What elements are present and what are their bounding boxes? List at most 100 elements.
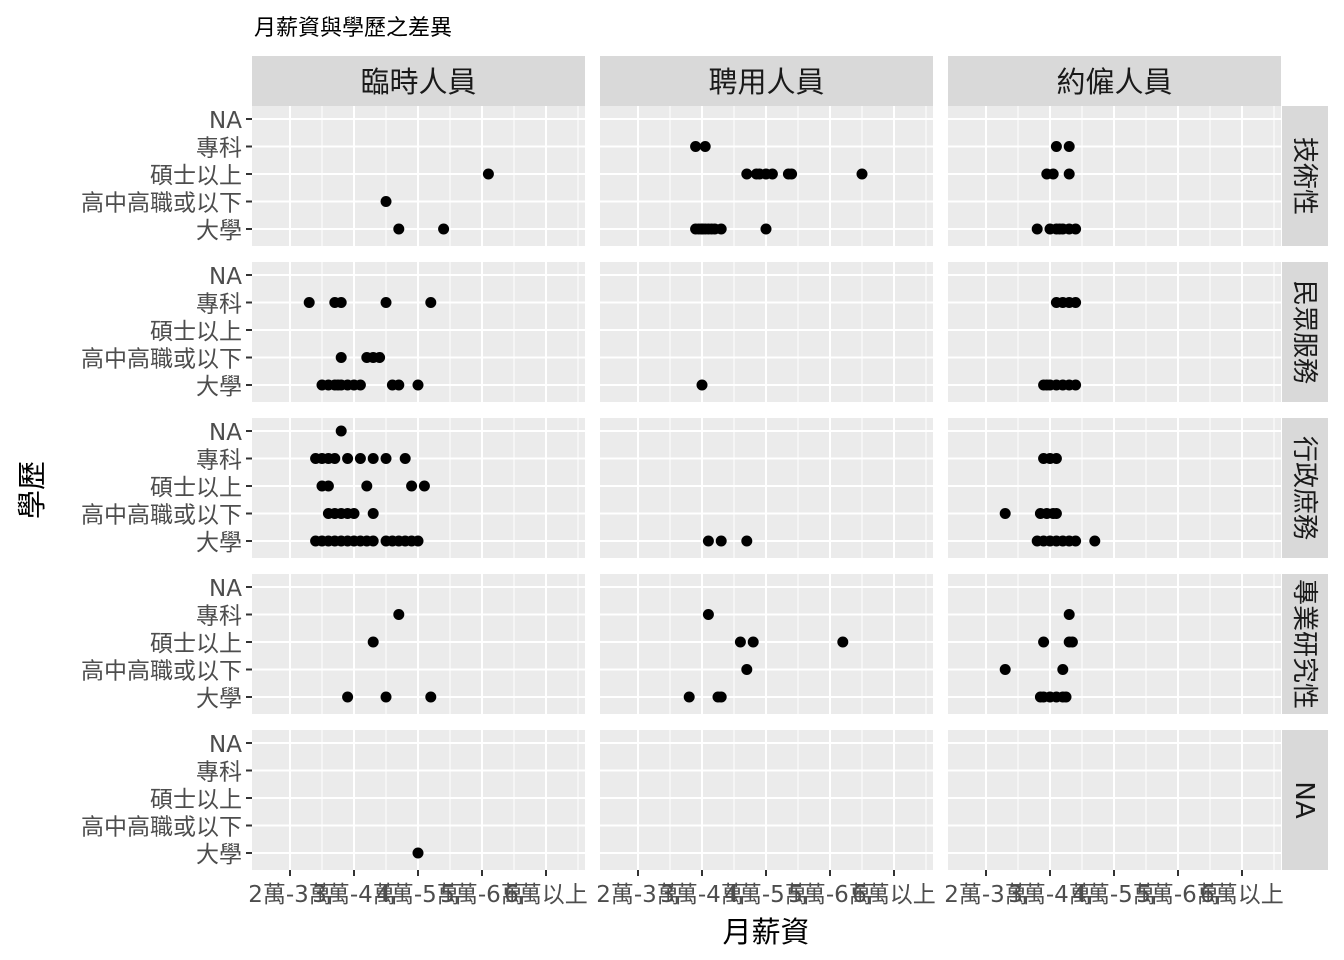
- row-strip-label: 專業研究性: [1289, 579, 1319, 709]
- x-tick-label: 2萬-3萬: [596, 882, 680, 908]
- data-point: [683, 691, 695, 703]
- data-point: [342, 508, 354, 519]
- y-tick-label: 大學: [196, 530, 242, 556]
- data-point: [1041, 168, 1053, 180]
- x-tick-label: 5萬-6萬: [788, 882, 872, 908]
- data-point: [1041, 379, 1053, 391]
- data-point: [412, 847, 424, 859]
- x-tick-label: 6萬以上: [1200, 882, 1284, 908]
- data-point: [332, 379, 344, 391]
- data-point: [393, 609, 405, 620]
- data-point: [760, 168, 772, 180]
- data-point: [418, 480, 430, 492]
- y-tick-label: 碩士以上: [150, 319, 242, 345]
- data-point: [348, 379, 360, 391]
- x-tick-label: 5萬-6萬: [440, 882, 524, 908]
- x-tick-label: 5萬-6萬: [1136, 882, 1220, 908]
- data-point: [425, 691, 437, 703]
- data-point: [786, 168, 798, 180]
- data-point: [702, 609, 714, 620]
- data-point: [374, 352, 386, 363]
- data-point: [1038, 636, 1050, 648]
- row-strip: [1282, 262, 1328, 402]
- data-point: [856, 168, 868, 180]
- y-tick-label: 高中高職或以下: [81, 347, 242, 373]
- row-strip: [1282, 730, 1328, 870]
- col-strip: [948, 56, 1281, 106]
- y-tick-label: 高中高職或以下: [81, 659, 242, 685]
- data-point: [760, 223, 772, 235]
- data-point: [399, 453, 411, 464]
- row-strip-label: 技術性: [1289, 137, 1319, 215]
- data-point: [354, 453, 366, 464]
- col-strip-label: 聘用人員: [708, 65, 824, 99]
- col-strip-label: 約僱人員: [1056, 65, 1172, 99]
- data-point: [741, 535, 753, 547]
- y-tick-label: 碩士以上: [150, 475, 242, 501]
- x-axis-title: 月薪資: [722, 915, 809, 949]
- y-tick-label: 專科: [196, 292, 242, 318]
- data-point: [335, 425, 347, 437]
- data-point: [322, 453, 334, 464]
- y-tick-label: 大學: [196, 686, 242, 712]
- data-point: [412, 379, 424, 391]
- data-point: [335, 297, 347, 308]
- data-point: [303, 297, 315, 308]
- data-point: [380, 196, 392, 207]
- y-tick-label: NA: [209, 576, 242, 602]
- data-point: [342, 453, 354, 464]
- data-point: [837, 636, 849, 648]
- data-point: [734, 636, 746, 648]
- data-point: [702, 535, 714, 547]
- x-tick-label: 3萬-4萬: [660, 882, 744, 908]
- x-tick-label: 6萬以上: [504, 882, 588, 908]
- data-point: [715, 535, 727, 547]
- x-tick-label: 4萬-5萬: [376, 882, 460, 908]
- data-point: [1063, 168, 1075, 180]
- y-tick-label: 高中高職或以下: [81, 503, 242, 529]
- row-strip: [1282, 106, 1328, 246]
- data-point: [322, 480, 334, 492]
- data-point: [393, 379, 405, 391]
- data-point: [380, 297, 392, 308]
- y-tick-label: 大學: [196, 218, 242, 244]
- data-point: [696, 379, 708, 391]
- y-tick-label: 大學: [196, 842, 242, 868]
- data-point: [1066, 636, 1078, 648]
- data-point: [380, 453, 392, 464]
- x-tick-label: 4萬-5萬: [724, 882, 808, 908]
- x-tick-label: 6萬以上: [852, 882, 936, 908]
- y-tick-label: NA: [209, 108, 242, 134]
- data-point: [1063, 609, 1075, 620]
- data-point: [425, 297, 437, 308]
- data-point: [712, 691, 724, 703]
- data-point: [1063, 297, 1075, 308]
- col-strip: [252, 56, 585, 106]
- data-point: [1089, 535, 1101, 547]
- y-tick-label: 碩士以上: [150, 631, 242, 657]
- data-point: [706, 223, 718, 235]
- data-point: [1070, 535, 1082, 547]
- y-tick-label: 高中高職或以下: [81, 191, 242, 217]
- data-point: [693, 223, 705, 235]
- data-point: [1054, 223, 1066, 235]
- data-point: [1050, 508, 1062, 519]
- data-point: [747, 636, 759, 648]
- y-tick-label: 專科: [196, 136, 242, 162]
- plot-area: 臨時人員 聘用人員 約僱人員技術性民眾服務行政庶務專業研究性NA大學高中高職或以下碩…: [81, 56, 1328, 908]
- data-point: [1070, 223, 1082, 235]
- data-point: [406, 480, 418, 492]
- data-point: [367, 636, 379, 648]
- chart-title: 月薪資與學歷之差異: [254, 16, 452, 41]
- data-point: [999, 508, 1011, 519]
- data-point: [380, 691, 392, 703]
- data-point: [999, 664, 1011, 675]
- data-point: [699, 141, 711, 152]
- data-point: [310, 453, 322, 464]
- row-strip-label: 民眾服務: [1289, 280, 1319, 384]
- data-point: [412, 535, 424, 547]
- data-point: [361, 480, 373, 492]
- data-point: [750, 168, 762, 180]
- data-point: [1070, 379, 1082, 391]
- data-point: [741, 168, 753, 180]
